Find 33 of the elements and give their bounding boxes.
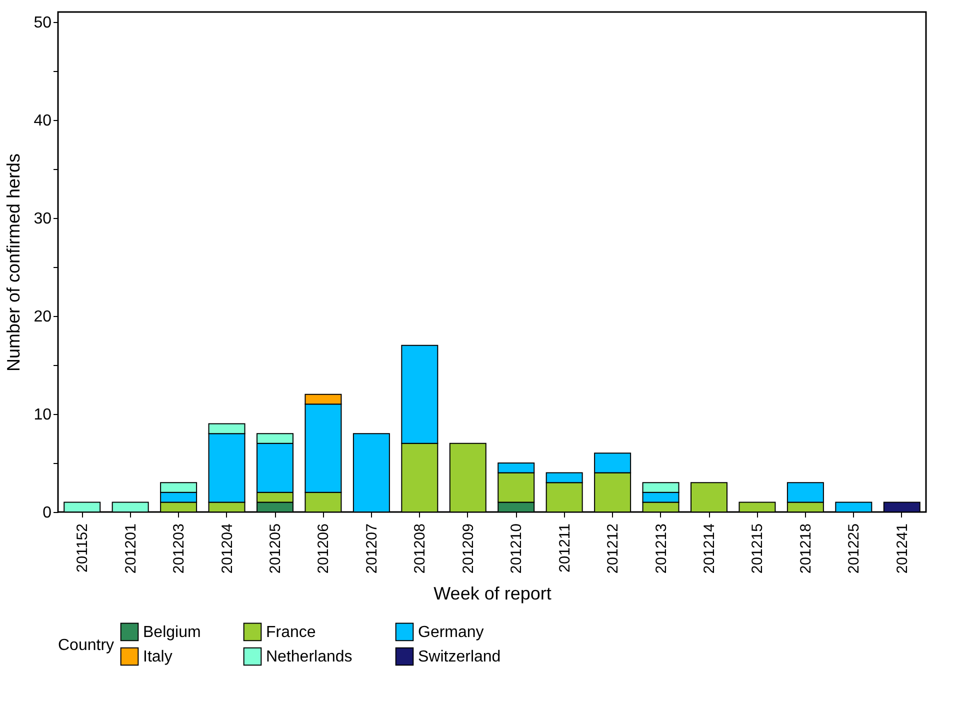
legend-label: Germany [418,624,484,641]
y-tick-label: 50 [34,14,52,32]
y-tick-label: 20 [34,308,52,326]
legend-label: Netherlands [266,648,352,666]
legend-label: Switzerland [418,648,501,666]
x-tick-label: 201205 [267,524,284,574]
x-tick-label: 201218 [797,524,814,574]
x-tick-label: 201215 [749,524,766,574]
x-tick-label: 201203 [170,524,188,574]
x-tick-label: 201213 [652,524,670,574]
x-tick-label: 201204 [218,524,236,574]
x-tick-label: 201206 [315,524,332,574]
legend-label: France [266,624,316,641]
y-tick-label: 30 [34,210,52,228]
x-tick-label: 201208 [412,524,429,574]
legend-title: Country [58,637,114,654]
x-tick-label: 201152 [74,524,92,572]
y-tick-label: 0 [42,504,52,522]
x-tick-label: 201210 [508,524,526,574]
x-tick-label: 201211 [556,524,574,572]
legend-label: Belgium [143,624,201,641]
x-tick-label: 201209 [460,524,477,574]
y-tick-label: 40 [34,112,52,130]
x-tick-label: 201241 [894,524,911,574]
y-axis-title: Number of confirmed herds [4,153,24,372]
x-tick-label: 201214 [701,524,718,574]
x-axis-title: Week of report [434,584,552,604]
x-tick-label: 201212 [604,524,622,574]
x-tick-label: 201201 [122,524,140,574]
legend-label: Italy [143,648,172,666]
y-tick-label: 10 [34,406,52,424]
x-tick-label: 201225 [846,524,863,574]
x-tick-label: 201207 [363,524,380,574]
